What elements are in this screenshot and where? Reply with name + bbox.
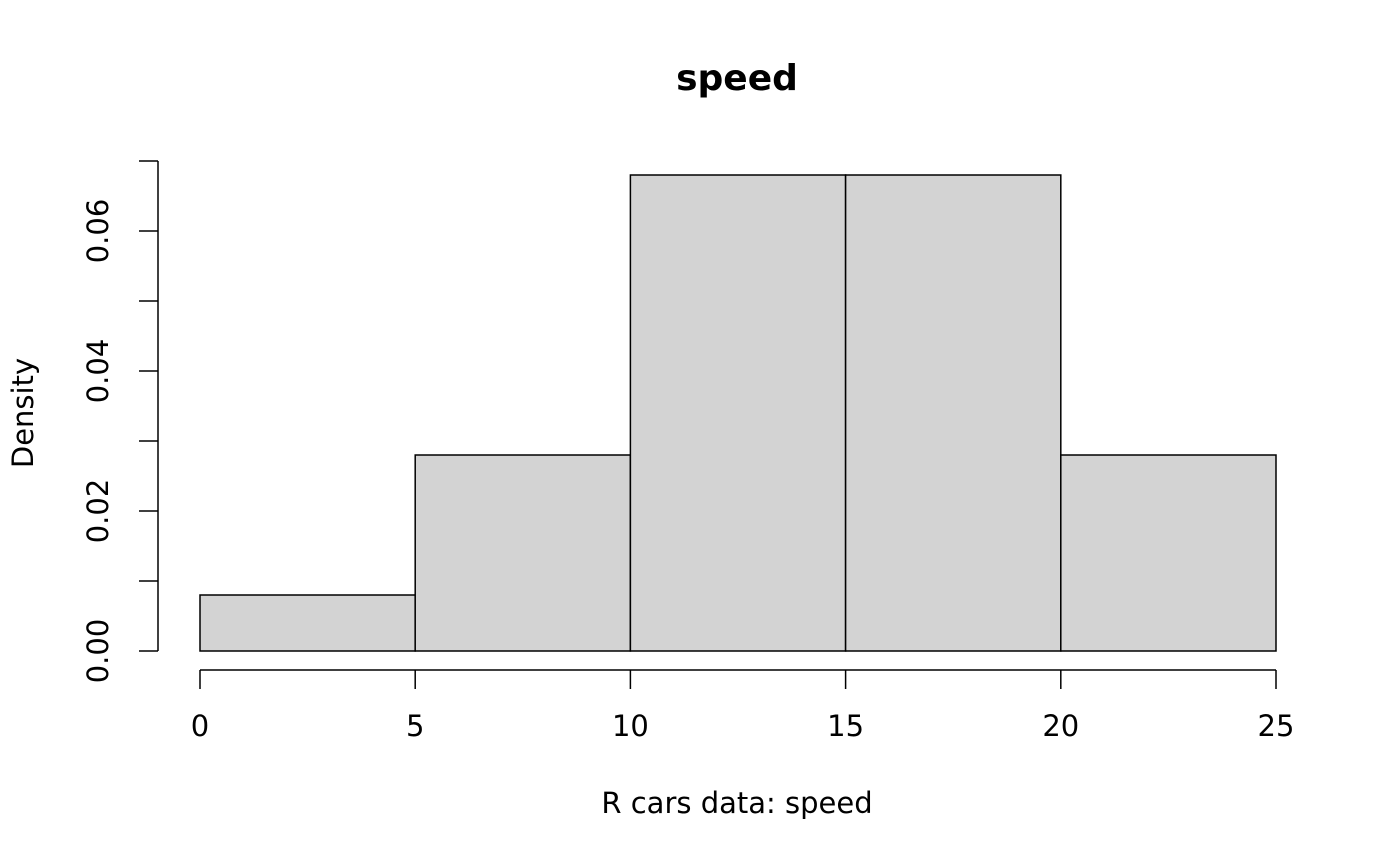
x-axis-label: R cars data: speed	[601, 786, 872, 820]
y-axis-label: Density	[6, 358, 40, 468]
x-tick-label: 0	[191, 709, 209, 743]
y-tick-label: 0.04	[81, 339, 115, 404]
bar	[199, 594, 416, 652]
bar	[629, 174, 847, 652]
y-tick-label: 0.00	[81, 619, 115, 684]
x-tick-label: 10	[612, 709, 649, 743]
x-tick-label: 25	[1258, 709, 1295, 743]
bar	[1060, 454, 1277, 652]
x-tick-label: 5	[406, 709, 424, 743]
x-tick-label: 20	[1042, 709, 1079, 743]
chart-title: speed	[676, 58, 798, 99]
y-tick-label: 0.06	[81, 199, 115, 264]
y-tick-label: 0.02	[81, 479, 115, 544]
x-tick-label: 15	[827, 709, 864, 743]
bar	[844, 174, 1062, 652]
bar	[414, 454, 632, 652]
